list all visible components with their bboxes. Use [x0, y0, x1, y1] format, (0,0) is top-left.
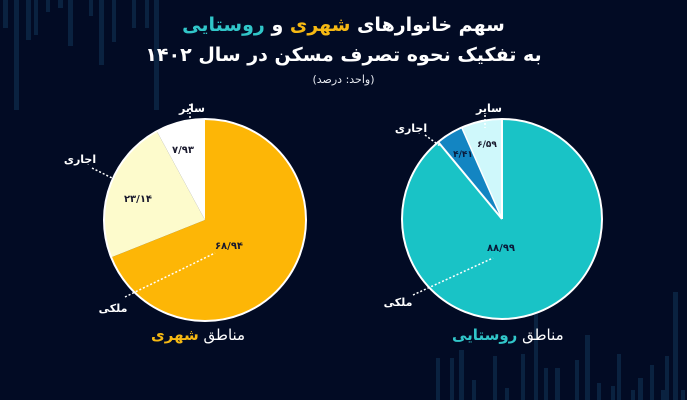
- chart-subtitle: به تفکیک نحوه تصرف مسکن در سال ۱۴۰۲: [145, 44, 542, 66]
- urban-region-name: شهری: [151, 326, 199, 344]
- urban-value-owned: ۶۸/۹۴: [215, 241, 243, 252]
- chart-title: سهم خانوارهای شهری و روستایی: [0, 14, 687, 36]
- urban-region-prefix: مناطق: [203, 326, 246, 344]
- urban-owned-leader-line: [124, 252, 216, 298]
- rural-region-prefix: مناطق: [522, 326, 564, 344]
- rural-value-rented: ۴/۴۱: [453, 150, 473, 160]
- urban-slice-rented[interactable]: [104, 131, 205, 258]
- title-and: و: [271, 14, 284, 36]
- rural-slice-divider: [461, 127, 503, 220]
- urban-label-other: سایر: [178, 102, 205, 115]
- rural-owned-leader-line: [412, 257, 494, 296]
- rural-slice-other[interactable]: [461, 119, 502, 219]
- rural-label-rented: اجاری: [395, 122, 427, 135]
- title-urban-highlight: شهری: [289, 14, 351, 36]
- urban-value-other: ۷/۹۳: [172, 145, 194, 156]
- urban-value-rented: ۲۳/۱۴: [124, 194, 152, 205]
- unit-label: (واحد: درصد): [312, 73, 375, 86]
- urban-pie-chart: سایر اجاری ملکی ۷/۹۳ ۲۳/۱۴ ۶۸/۹۴: [64, 102, 307, 322]
- rural-label-other: سایر: [475, 102, 502, 115]
- rural-region-label: مناطق روستایی: [452, 326, 564, 344]
- rural-label-owned: ملکی: [384, 296, 413, 309]
- urban-slice-owned[interactable]: [111, 119, 307, 321]
- rural-slice-divider: [437, 141, 503, 220]
- rural-rented-leader-line: [424, 134, 441, 147]
- urban-label-owned: ملکی: [99, 302, 128, 315]
- urban-rented-leader-line: [91, 167, 113, 179]
- rural-pie-chart: سایر اجاری ملکی ۶/۵۹ ۴/۴۱ ۸۸/۹۹: [384, 102, 603, 320]
- rural-value-other: ۶/۵۹: [477, 140, 497, 150]
- title-rural-highlight: روستایی: [182, 14, 265, 36]
- rural-slice-rented[interactable]: [438, 127, 502, 220]
- title-prefix: سهم خانوارهای: [357, 14, 505, 36]
- rural-pie-outline: [401, 118, 603, 320]
- rural-value-owned: ۸۸/۹۹: [487, 243, 515, 254]
- urban-label-rented: اجاری: [64, 153, 96, 166]
- urban-region-label: مناطق شهری: [151, 326, 245, 344]
- rural-region-name: روستایی: [452, 326, 518, 344]
- urban-pie-outline: [103, 118, 307, 322]
- urban-slice-other[interactable]: [156, 118, 205, 220]
